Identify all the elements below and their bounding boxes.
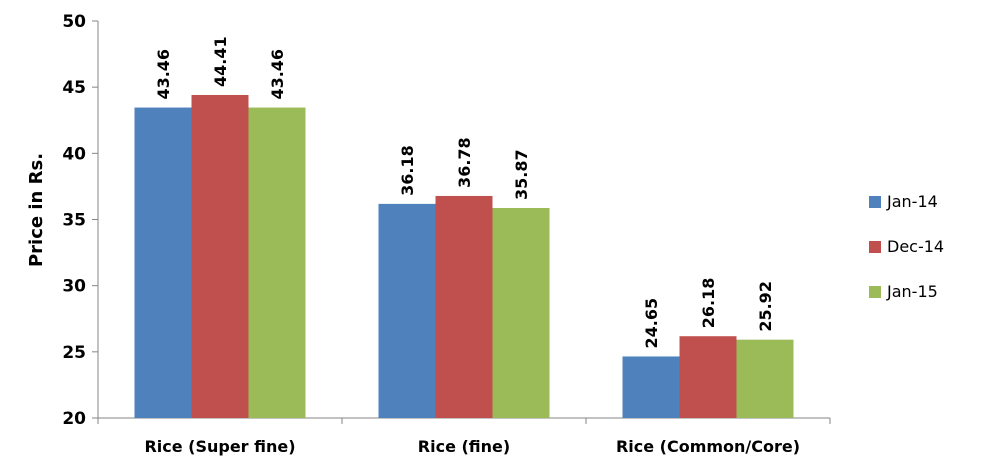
data-label: 44.41 <box>211 36 230 87</box>
axes: 20 25 30 35 40 45 50 Rice (Super fine) Rice (fin… <box>62 12 831 456</box>
bar <box>191 94 249 418</box>
y-tick-label: 50 <box>62 12 86 32</box>
legend-label: Jan-14 <box>886 192 938 211</box>
y-axis-title: Price in Rs. <box>26 153 47 267</box>
legend-label: Jan-15 <box>886 282 938 301</box>
data-label: 35.87 <box>512 149 531 200</box>
data-labels: 43.46 44.41 43.46 36.18 36.78 35.87 24.65 26.18… <box>154 36 775 348</box>
y-tick-label: 40 <box>62 144 86 164</box>
data-label: 36.18 <box>398 145 417 196</box>
legend-swatch <box>869 241 881 253</box>
bar <box>134 107 192 419</box>
bar <box>622 356 680 418</box>
data-label: 36.78 <box>455 137 474 188</box>
y-tick-label: 25 <box>62 343 86 363</box>
data-label: 24.65 <box>642 298 661 349</box>
bar <box>248 107 306 419</box>
data-label: 26.18 <box>699 278 718 329</box>
bars <box>134 94 794 419</box>
bar <box>736 339 794 418</box>
legend: Jan-14 Dec-14 Jan-15 <box>869 192 944 301</box>
bar <box>679 336 737 418</box>
data-label: 43.46 <box>268 49 287 100</box>
y-tick-label: 30 <box>62 277 86 297</box>
legend-swatch <box>869 196 881 208</box>
x-category-label: Rice (Super fine) <box>144 437 295 456</box>
data-label: 25.92 <box>756 281 775 332</box>
data-label: 43.46 <box>154 49 173 100</box>
y-tick-label: 20 <box>62 409 86 429</box>
bar <box>378 203 436 418</box>
bar <box>435 195 493 418</box>
bar <box>492 207 550 418</box>
x-category-label: Rice (fine) <box>418 437 510 456</box>
legend-swatch <box>869 286 881 298</box>
x-category-label: Rice (Common/Core) <box>616 437 800 456</box>
legend-label: Dec-14 <box>887 237 944 256</box>
y-tick-label: 45 <box>62 78 86 98</box>
y-tick-label: 35 <box>62 211 86 231</box>
